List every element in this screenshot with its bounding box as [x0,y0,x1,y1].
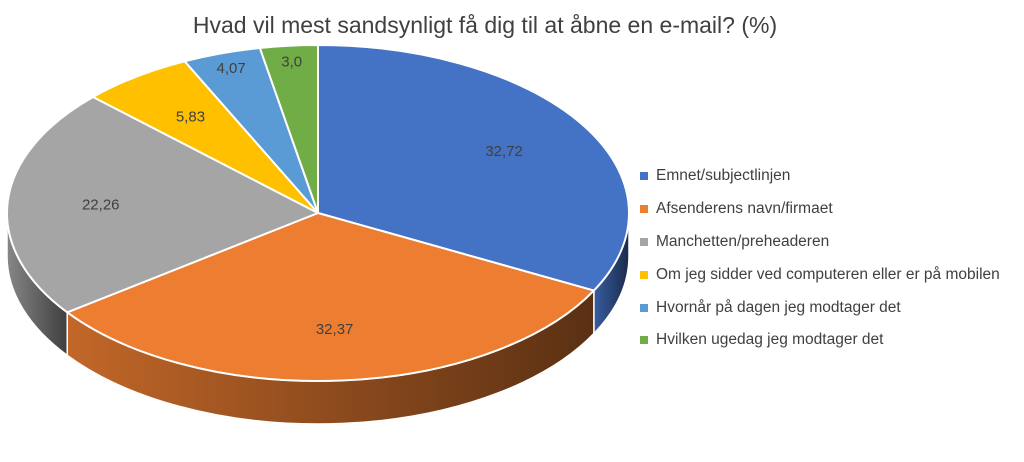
pie-slice-afsenderens-navn-firmaet[interactable] [66,212,595,382]
pie-slice-manchetten-preheaderen[interactable] [6,95,319,314]
legend-swatch [640,270,648,279]
pie-slice-emnet-subjectlinjen[interactable] [317,44,630,292]
legend-label: Om jeg sidder ved computeren eller er på… [656,265,1000,283]
data-label-emnet-subjectlinjen: 32,72 [485,143,523,160]
data-label-om-jeg-sidder-ved-computeren-eller-er-pa-mobilen: 5,83 [176,109,205,126]
legend-item-emnet-subjectlinjen[interactable]: Emnet/subjectlinjen [640,160,1000,193]
legend-label: Manchetten/preheaderen [656,232,830,250]
legend-swatch [640,237,648,246]
legend-item-afsenderens-navn-firmaet[interactable]: Afsenderens navn/firmaet [640,193,1000,226]
legend-label: Emnet/subjectlinjen [656,167,791,185]
legend-item-om-jeg-sidder-ved-computeren-eller-er-pa-mobilen[interactable]: Om jeg sidder ved computeren eller er på… [640,258,1000,291]
legend-label: Hvilken ugedag jeg modtager det [656,331,884,349]
data-label-afsenderens-navn-firmaet: 32,37 [316,321,354,338]
legend-item-hvilken-ugedag-jeg-modtager-det[interactable]: Hvilken ugedag jeg modtager det [640,324,1000,357]
data-label-hvilken-ugedag-jeg-modtager-det: 3,0 [281,53,302,70]
chart-title: Hvad vil mest sandsynligt få dig til at … [192,12,778,38]
legend-item-manchetten-preheaderen[interactable]: Manchetten/preheaderen [640,226,1000,259]
legend-swatch [640,303,648,312]
data-label-hvornar-pa-dagen-jeg-modtager-det: 4,07 [217,60,246,77]
legend-swatch [640,172,648,181]
legend-swatch [640,336,648,345]
legend-swatch [640,205,648,214]
legend-label: Hvornår på dagen jeg modtager det [656,298,901,316]
chart-legend: Emnet/subjectlinjen Afsenderens navn/firm… [640,160,1000,357]
pie-slice-hvilken-ugedag-jeg-modtager-det[interactable] [258,44,319,214]
legend-label: Afsenderens navn/firmaet [656,200,833,218]
legend-item-hvornar-pa-dagen-jeg-modtager-det[interactable]: Hvornår på dagen jeg modtager det [640,291,1000,324]
data-label-manchetten-preheaderen: 22,26 [82,196,120,213]
